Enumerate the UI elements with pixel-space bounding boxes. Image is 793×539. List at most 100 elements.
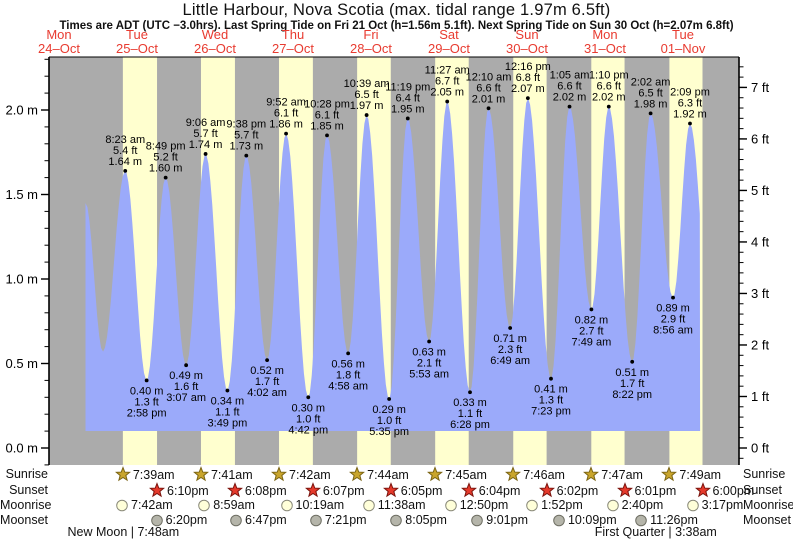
sunset-time-text: 6:10pm [167,484,209,498]
y-right-tick-label: 7 ft [751,80,769,95]
high-tide-label: 1.98 m [634,98,668,110]
tide-point-dot [468,390,472,395]
moonrise-time-text: 10:19am [295,498,345,512]
high-tide-label: 2.02 m [592,92,626,104]
high-tide-label: 1:05 am [550,70,590,82]
moonset-icon [389,513,405,527]
high-tide-label: 2.07 m [511,83,545,95]
sunrise-icon [114,466,133,482]
date-dow: Mon [46,27,72,42]
y-right-tick-label: 4 ft [751,234,769,249]
moonrise-icon [280,498,296,512]
row-label-sunrise: Sunrise [5,467,48,481]
date-value: 30–Oct [506,40,548,56]
tide-point-dot [427,339,432,344]
low-tide-label: 6:49 am [490,355,530,367]
high-tide-label: 1.85 m [310,120,344,132]
sunset-icon [226,482,245,498]
moonrise-time: 10:19am [280,497,345,513]
low-tide-label: 2.7 ft [579,325,603,337]
low-tide-label: 2.3 ft [498,344,522,356]
sunrise-time: 7:45am [427,466,487,482]
high-tide-label: 6.6 ft [557,81,581,93]
low-tide-label: 2.9 ft [661,314,685,326]
tide-point-dot [688,121,692,126]
high-tide-label: 6.3 ft [678,98,702,110]
tide-point-dot [306,395,311,400]
y-right-tick-label: 5 ft [751,183,769,198]
moonrise-time-text: 12:50pm [459,498,509,512]
high-tide-label: 11:19 pm [385,81,430,93]
high-tide-label: 1.92 m [673,109,707,121]
moonset-icon [229,513,245,527]
date-label: Mon 31–Oct [566,28,644,55]
moonrise-time: 7:42am [115,497,173,513]
moonset-time: 7:21pm [309,512,367,528]
tide-point-dot [244,153,249,158]
tide-point-dot [671,295,675,300]
moonset-time: 8:05pm [389,512,447,528]
moonrise-time: 12:50pm [444,497,509,513]
moonrise-icon [525,498,541,512]
moonset-time: 11:26pm [634,512,698,528]
high-tide-label: 5.2 ft [153,152,177,164]
high-tide-label: 6.5 ft [638,87,662,99]
moonrise-time: 11:38am [362,497,426,513]
sunset-time: 6:05pm [382,482,443,498]
moonset-time-text: 6:20pm [165,513,208,527]
y-left-tick-label: 1.0 m [5,272,38,287]
high-tide-label: 9:38 pm [226,119,266,131]
row-label-moonset: Moonset [743,513,791,527]
high-tide-label: 10:28 pm [304,98,350,110]
row-label-sunset: Sunset [9,483,48,497]
moonset-icon [150,513,166,527]
sunrise-icon [271,466,289,482]
high-tide-label: 1.74 m [189,139,223,151]
y-left-tick-label: 2.0 m [5,103,38,118]
sunset-time-text: 6:05pm [400,484,443,498]
sunrise-time: 7:44am [349,466,409,482]
low-tide-label: 1.7 ft [620,378,644,390]
low-tide-label: 1.8 ft [336,369,360,381]
tide-point-dot [144,378,149,383]
low-tide-label: 1.1 ft [458,408,482,420]
low-tide-label: 1.1 ft [215,407,239,419]
moonset-icon [309,513,325,527]
sunrise-icon [505,466,523,482]
moonrise-time: 1:52pm [525,497,583,513]
low-tide-label: 4:42 pm [288,424,328,436]
tide-point-dot [325,133,329,138]
date-value: 28–Oct [350,40,392,56]
low-tide-label: 7:49 am [572,336,612,348]
sunset-icon [538,482,557,498]
low-tide-label: 0.89 m [656,303,690,315]
low-tide-label: 0.63 m [412,347,446,359]
sunrise-time: 7:42am [271,466,331,482]
tide-point-dot [184,363,189,368]
date-value: 26–Oct [194,40,236,56]
low-tide-label: 0.29 m [372,404,406,416]
moonset-time-text: 6:47pm [245,513,287,527]
low-tide-label: 4:02 am [247,387,287,399]
sunset-time: 6:08pm [226,482,287,498]
low-tide-label: 3:49 pm [208,418,248,430]
tide-point-dot [445,99,450,104]
sunset-icon [694,482,713,498]
tide-point-dot [486,106,491,111]
high-tide-label: 9:52 am [266,97,306,109]
tide-point-dot [630,359,635,364]
sunset-time: 6:01pm [616,482,676,498]
high-tide-label: 1.86 m [269,119,303,131]
sunrise-icon [583,466,601,482]
low-tide-label: 1.3 ft [539,395,563,407]
sunrise-time-text: 7:44am [367,468,409,482]
high-tide-label: 6.4 ft [396,92,420,104]
date-label: Wed 26–Oct [176,28,254,55]
y-left-tick-label: 1.5 m [5,187,38,202]
y-right-tick-label: 6 ft [751,131,769,146]
date-dow: Thu [281,27,305,42]
tide-point-dot [123,168,128,173]
date-dow: Tue [126,27,148,42]
sunset-icon [149,482,167,498]
y-right-tick-label: 0 ft [751,441,769,456]
